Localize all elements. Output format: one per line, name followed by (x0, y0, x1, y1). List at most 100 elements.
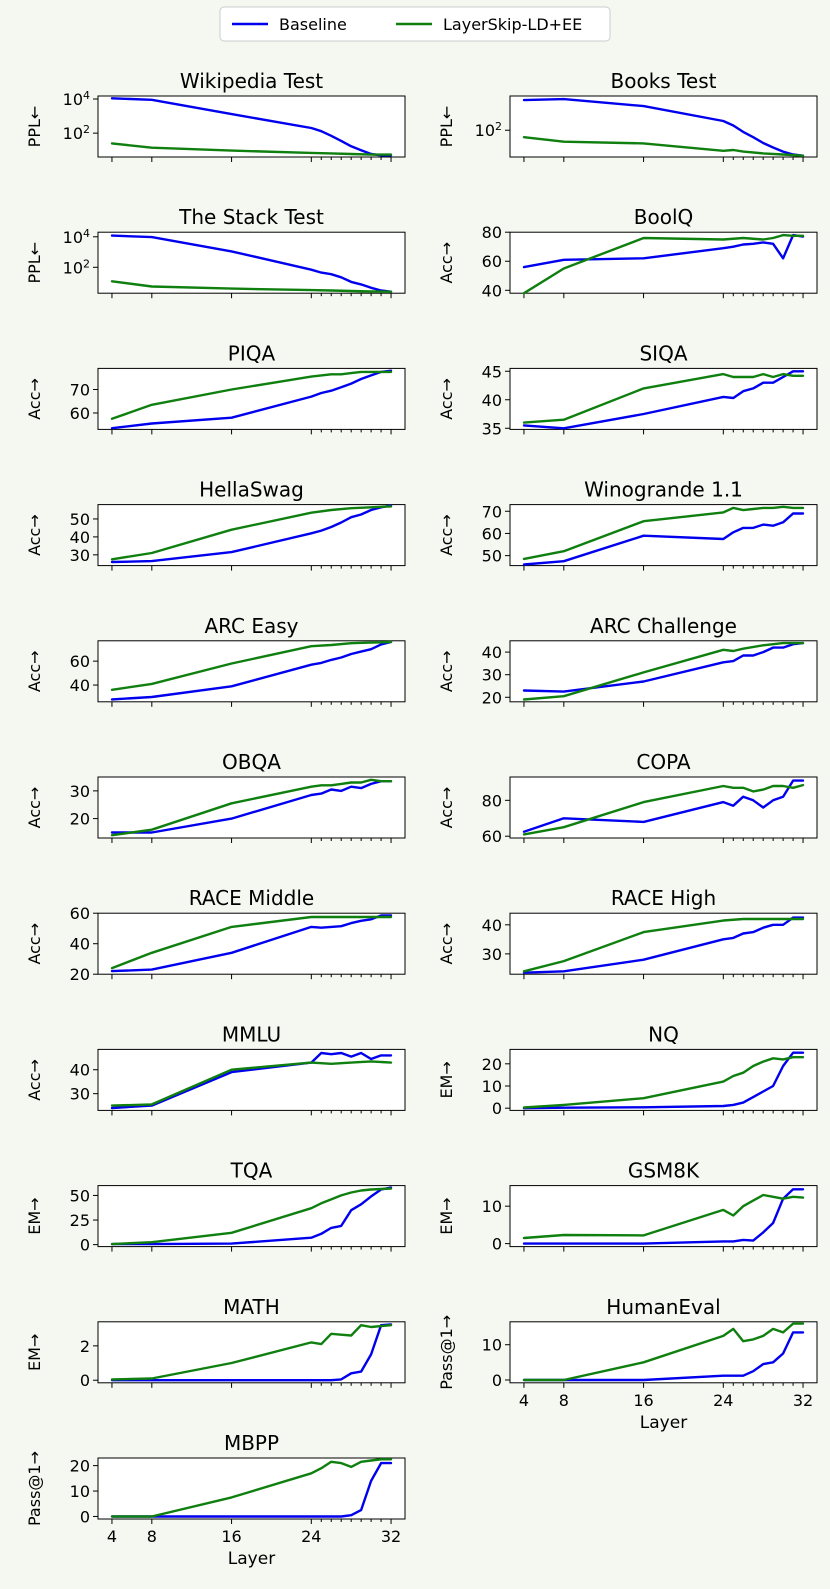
x-axis-label: Layer (228, 1549, 275, 1569)
series-line-baseline (522, 916, 805, 974)
panel-title: GSM8K (628, 1159, 700, 1183)
panel-title: PIQA (228, 341, 276, 365)
y-tick-label: 50 (70, 1186, 90, 1205)
y-tick-label: 80 (482, 223, 502, 242)
axes-frame (509, 1185, 818, 1248)
series-line-layerskip-ld-ee (110, 1458, 393, 1518)
series-line-baseline (522, 641, 805, 693)
axes-frame (97, 776, 406, 839)
y-axis-label: PPL← (25, 242, 44, 284)
panel-race-high: RACE High Acc→ 30 40 (437, 886, 818, 980)
legend: Baseline LayerSkip-LD+EE (219, 6, 611, 42)
y-tick-label: 60 (482, 252, 502, 271)
y-tick-label: 80 (482, 791, 502, 810)
y-tick-label: 40 (70, 1061, 90, 1080)
y-tick-label: 10 (70, 1482, 90, 1501)
y-tick-label: 70 (70, 381, 90, 400)
series-line-baseline (522, 233, 805, 269)
axes-frame (97, 640, 406, 703)
series-line-layerskip-ld-ee (522, 135, 805, 157)
y-axis-label: EM→ (437, 1197, 456, 1234)
series-line-baseline (522, 1331, 805, 1382)
axes-frame (97, 1048, 406, 1111)
y-axis-label: EM→ (25, 1197, 44, 1234)
y-tick-label: 45 (482, 362, 502, 381)
axes-frame (509, 95, 818, 158)
y-tick-label: 70 (482, 502, 502, 521)
y-tick-label: 40 (70, 676, 90, 695)
panel-gsm8k: GSM8K EM→ 0 10 (437, 1159, 818, 1254)
axes-frame (509, 1321, 818, 1384)
x-tick-label: 4 (519, 1391, 529, 1410)
series-line-layerskip-ld-ee (522, 372, 805, 424)
y-tick-label: 0 (492, 1099, 502, 1118)
series-line-baseline (110, 369, 393, 430)
y-axis-label: Acc→ (25, 378, 44, 420)
series-line-baseline (522, 370, 805, 430)
y-tick-label: 60 (70, 904, 90, 923)
series-line-baseline (522, 1051, 805, 1110)
y-tick-label: 30 (70, 782, 90, 801)
panel-title: TQA (230, 1159, 273, 1183)
y-tick-label: 40 (482, 281, 502, 300)
legend-label-layerskip: LayerSkip-LD+EE (443, 15, 582, 34)
y-tick-label: 20 (70, 1457, 90, 1476)
y-axis-label: Acc→ (437, 242, 456, 284)
y-tick-label: 60 (70, 404, 90, 423)
panel-title: BoolQ (634, 205, 694, 229)
axes-frame (509, 231, 818, 294)
panel-title: MMLU (222, 1022, 281, 1046)
y-tick-label: 40 (482, 643, 502, 662)
series-line-layerskip-ld-ee (110, 142, 393, 156)
series-line-baseline (110, 914, 393, 973)
series-line-layerskip-ld-ee (110, 778, 393, 837)
panel-piqa: PIQA Acc→ 60 70 (25, 341, 406, 435)
y-tick-label: 104 (63, 226, 90, 247)
panel-arc-easy: ARC Easy Acc→ 40 60 (25, 614, 406, 707)
y-axis-label: PPL← (25, 106, 44, 148)
series-line-layerskip-ld-ee (110, 505, 393, 561)
y-tick-label: 40 (70, 935, 90, 954)
panel-title: The Stack Test (178, 205, 324, 229)
y-tick-label: 20 (482, 688, 502, 707)
series-line-baseline (522, 1188, 805, 1245)
x-tick-label: 8 (559, 1391, 569, 1410)
panel-winogrande-1-1: Winogrande 1.1 Acc→ 50 60 70 (437, 478, 818, 571)
panel-title: RACE High (611, 886, 716, 910)
y-tick-label: 0 (80, 1507, 90, 1526)
series-line-baseline (110, 1461, 393, 1518)
series-line-layerskip-ld-ee (522, 233, 805, 295)
panel-title: Books Test (611, 69, 717, 93)
series-line-baseline (110, 234, 393, 293)
x-tick-label: 32 (793, 1391, 813, 1410)
series-line-layerskip-ld-ee (522, 505, 805, 561)
panel-title: MBPP (224, 1431, 279, 1455)
panel-math: MATH EM→ 0 2 (25, 1295, 406, 1390)
panel-race-middle: RACE Middle Acc→ 20 40 60 (25, 886, 406, 984)
panel-nq: NQ EM→ 0 10 20 (437, 1022, 818, 1118)
panel-title: HellaSwag (199, 478, 304, 502)
panel-mmlu: MMLU Acc→ 30 40 (25, 1022, 406, 1116)
y-axis-label: PPL← (437, 106, 456, 148)
y-tick-label: 35 (482, 419, 502, 438)
panel-title: OBQA (222, 750, 281, 774)
y-tick-label: 60 (70, 652, 90, 671)
panel-boolq: BoolQ Acc→ 40 60 80 (437, 205, 818, 300)
y-axis-label: Acc→ (437, 378, 456, 420)
y-tick-label: 10 (482, 1336, 502, 1355)
y-tick-label: 102 (63, 257, 90, 278)
y-tick-label: 30 (70, 1085, 90, 1104)
y-axis-label: EM→ (437, 1061, 456, 1098)
series-line-layerskip-ld-ee (110, 915, 393, 970)
series-line-baseline (110, 504, 393, 564)
panel-books-test: Books Test PPL← 102 (437, 69, 818, 162)
y-tick-label: 40 (482, 391, 502, 410)
panel-tqa: TQA EM→ 0 25 50 (25, 1159, 406, 1255)
series-line-baseline (110, 1051, 393, 1110)
y-tick-label: 60 (482, 524, 502, 543)
series-line-baseline (522, 512, 805, 566)
y-tick-label: 20 (70, 965, 90, 984)
y-tick-label: 104 (63, 89, 90, 110)
y-axis-label: Acc→ (25, 787, 44, 829)
y-tick-label: 40 (70, 528, 90, 547)
